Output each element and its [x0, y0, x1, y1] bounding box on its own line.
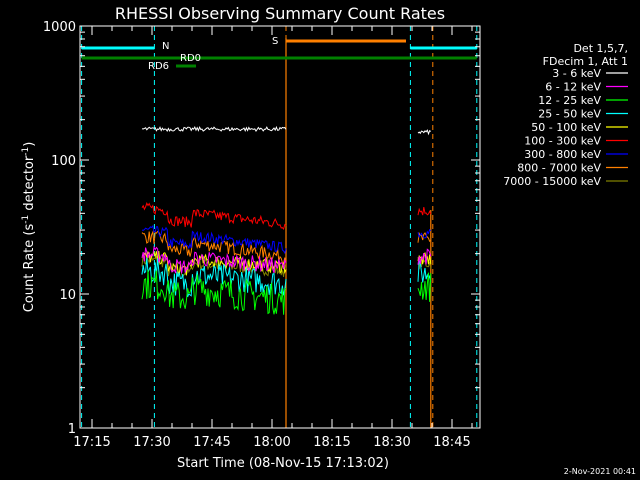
series-trace [141, 125, 432, 136]
plot-area: N S RD0 RD6 1 10 100 1000 17:15 17:30 17:45 18:00 18… [43, 20, 481, 450]
chart-title: RHESSI Observing Summary Count Rates [115, 4, 445, 23]
legend-label: 7000 - 15000 keV [503, 175, 601, 188]
x-axis-label: Start Time (08-Nov-15 17:13:02) [177, 456, 389, 471]
x-tick-label: 18:45 [433, 435, 470, 450]
night-flag-label: N [162, 41, 169, 52]
y-axis-label-part: -1 [21, 215, 31, 224]
legend-label: 6 - 12 keV [545, 81, 601, 94]
legend-label: 100 - 300 keV [524, 135, 601, 148]
y-axis-label-part: Count Rate (s [22, 224, 37, 313]
legend-header: FDecim 1, Att 1 [543, 55, 628, 68]
legend-label: 300 - 800 keV [524, 148, 601, 161]
x-tick-label: 17:30 [133, 435, 170, 450]
rd0-flag-label: RD0 [180, 53, 201, 64]
legend-label: 12 - 25 keV [538, 94, 601, 107]
legend-label: 50 - 100 keV [531, 121, 601, 134]
series-trace [141, 202, 432, 231]
x-tick-label: 18:30 [373, 435, 410, 450]
y-tick-label: 10 [59, 288, 76, 303]
x-tick-label: 17:15 [73, 435, 110, 450]
saa-flag-label: S [272, 36, 278, 47]
series-trace [141, 245, 432, 274]
y-tick-label: 1 [68, 422, 76, 437]
legend-label: 800 - 7000 keV [517, 162, 601, 175]
x-tick-label: 17:45 [193, 435, 230, 450]
plot-frame [79, 25, 481, 429]
legend-label: 3 - 6 keV [552, 67, 601, 80]
y-axis-label-part: ) [22, 142, 37, 147]
legend-label: 25 - 50 keV [538, 108, 601, 121]
series-trace [141, 224, 432, 255]
y-axis-label-part: -1 [21, 147, 31, 156]
x-tick-label: 18:15 [313, 435, 350, 450]
footer-date: 2-Nov-2021 00:41 [564, 467, 636, 476]
y-axis-label-part: detector [22, 155, 37, 215]
y-tick-label: 1000 [43, 20, 76, 35]
y-tick-label: 100 [51, 154, 76, 169]
y-axis-label: Count Rate (s-1 detector-1) [21, 142, 37, 313]
legend-header: Det 1,5,7, [573, 42, 628, 55]
x-tick-label: 18:00 [253, 435, 290, 450]
series-trace [141, 269, 432, 315]
rd6-flag-label: RD6 [148, 61, 169, 72]
